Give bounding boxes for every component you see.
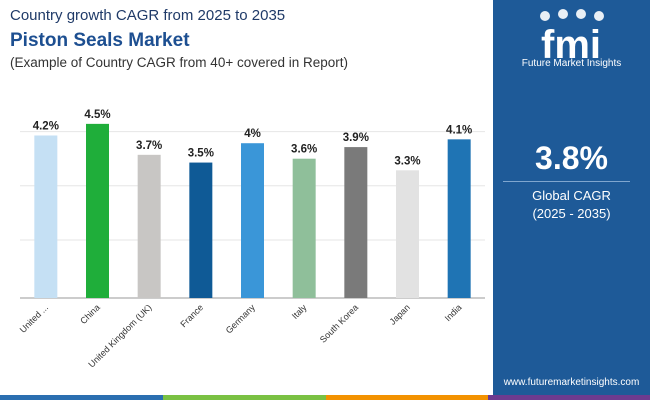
bottom-strip-4 — [488, 395, 650, 400]
website-url[interactable]: www.futuremarketinsights.com — [503, 377, 640, 388]
value-label-9: 4.1% — [446, 124, 472, 136]
x-tick-label-6: Italy — [290, 302, 309, 321]
bottom-strip-1 — [0, 395, 163, 400]
x-tick-label-7: South Korea — [318, 302, 360, 344]
x-tick-label-5: Germany — [224, 302, 258, 336]
value-label-4: 3.5% — [188, 148, 214, 160]
value-label-3: 3.7% — [136, 140, 162, 152]
bar-2 — [86, 123, 109, 298]
bar-5 — [241, 143, 264, 298]
bottom-strip-3 — [326, 395, 488, 400]
bar-4 — [189, 162, 213, 298]
bar-6 — [292, 158, 316, 298]
global-cagr-label: Global CAGR — [532, 188, 611, 203]
x-tick-label-4: France — [178, 302, 205, 329]
logo-wordmark: fmi — [541, 23, 601, 67]
x-tick-label-2: China — [78, 302, 102, 326]
global-cagr-period: (2025 - 2035) — [532, 206, 611, 221]
value-label-1: 4.2% — [33, 120, 59, 132]
sidebar-panel: fmi Future Market Insights 3.8% Global C… — [493, 0, 650, 400]
value-label-8: 3.3% — [394, 155, 420, 167]
value-label-2: 4.5% — [84, 109, 110, 121]
value-label-7: 3.9% — [343, 132, 369, 144]
bottom-strip-2 — [163, 395, 326, 400]
bar-8 — [396, 170, 419, 298]
value-label-5: 4% — [244, 128, 261, 140]
logo-caption: Future Market Insights — [521, 58, 622, 69]
x-tick-label-1: United ... — [18, 302, 51, 335]
bar-1 — [34, 135, 58, 298]
bar-7 — [344, 147, 368, 298]
chart-subtitle: Country growth CAGR from 2025 to 2035 — [10, 7, 286, 24]
sidebar-divider — [503, 181, 630, 182]
chart-title: Piston Seals Market — [10, 30, 190, 51]
fmi-logo: fmi — [540, 9, 604, 67]
chart-description: (Example of Country CAGR from 40+ covere… — [10, 55, 349, 70]
x-tick-label-9: India — [443, 302, 464, 323]
bar-3 — [137, 154, 161, 298]
global-cagr-value: 3.8% — [535, 140, 608, 176]
x-tick-label-8: Japan — [387, 302, 411, 326]
value-label-6: 3.6% — [291, 144, 317, 156]
bar-9 — [447, 139, 471, 298]
